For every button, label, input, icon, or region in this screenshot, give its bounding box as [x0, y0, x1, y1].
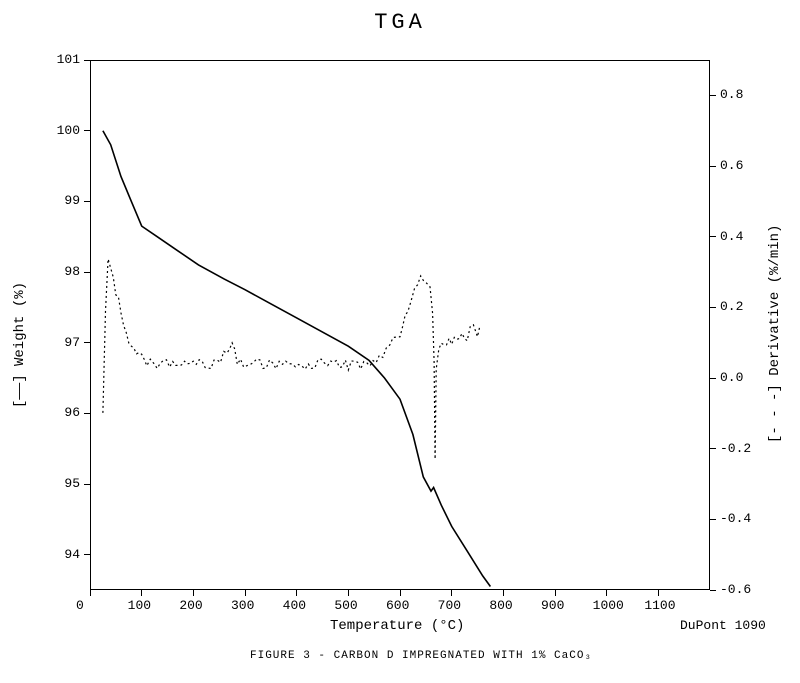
chart-svg: [0, 0, 800, 683]
yr-tick-label: 0.4: [720, 229, 743, 244]
yl-tick-label: 96: [64, 405, 80, 420]
x-tick: [503, 590, 504, 596]
yr-tick: [710, 448, 716, 449]
figure-caption: FIGURE 3 - CARBON D IMPREGNATED WITH 1% …: [250, 650, 592, 662]
yr-tick-label: 0.6: [720, 158, 743, 173]
yl-tick-label: 100: [57, 123, 80, 138]
x-tick-label: 200: [179, 598, 202, 613]
x-tick: [245, 590, 246, 596]
yl-tick: [84, 342, 90, 343]
yl-tick: [84, 60, 90, 61]
x-tick: [555, 590, 556, 596]
yl-tick-label: 98: [64, 264, 80, 279]
yr-tick-label: -0.4: [720, 511, 751, 526]
x-tick: [90, 590, 91, 596]
x-tick-label: 500: [334, 598, 357, 613]
yl-tick-label: 99: [64, 193, 80, 208]
x-tick-label: 0: [76, 598, 84, 613]
yl-tick: [84, 413, 90, 414]
yr-tick-label: -0.6: [720, 582, 751, 597]
x-tick: [141, 590, 142, 596]
x-tick: [296, 590, 297, 596]
x-tick: [400, 590, 401, 596]
footer-brand: DuPont 1090: [680, 618, 766, 633]
yl-tick-label: 101: [57, 52, 80, 67]
yr-tick: [710, 378, 716, 379]
x-tick: [348, 590, 349, 596]
yl-tick-label: 95: [64, 476, 80, 491]
yr-tick-label: 0.2: [720, 299, 743, 314]
yl-tick: [84, 130, 90, 131]
yr-tick-label: 0.8: [720, 87, 743, 102]
x-tick-label: 300: [231, 598, 254, 613]
yr-tick: [710, 590, 716, 591]
x-tick: [606, 590, 607, 596]
yl-tick: [84, 272, 90, 273]
yr-tick: [710, 95, 716, 96]
yr-tick-label: 0.0: [720, 370, 743, 385]
yl-tick: [84, 484, 90, 485]
x-tick: [451, 590, 452, 596]
x-tick-label: 700: [438, 598, 461, 613]
x-tick-label: 600: [386, 598, 409, 613]
x-tick: [193, 590, 194, 596]
x-tick-label: 1100: [644, 598, 675, 613]
yr-tick: [710, 307, 716, 308]
x-tick-label: 800: [489, 598, 512, 613]
series-derivative: [103, 259, 480, 459]
yl-tick-label: 97: [64, 335, 80, 350]
yr-tick: [710, 519, 716, 520]
x-tick-label: 1000: [593, 598, 624, 613]
yr-tick: [710, 236, 716, 237]
x-tick-label: 100: [128, 598, 151, 613]
x-tick-label: 400: [283, 598, 306, 613]
x-tick-label: 900: [541, 598, 564, 613]
yl-tick: [84, 554, 90, 555]
yl-tick: [84, 201, 90, 202]
x-tick: [658, 590, 659, 596]
yr-tick-label: -0.2: [720, 441, 751, 456]
yl-tick-label: 94: [64, 547, 80, 562]
series-weight: [103, 131, 491, 587]
yr-tick: [710, 166, 716, 167]
